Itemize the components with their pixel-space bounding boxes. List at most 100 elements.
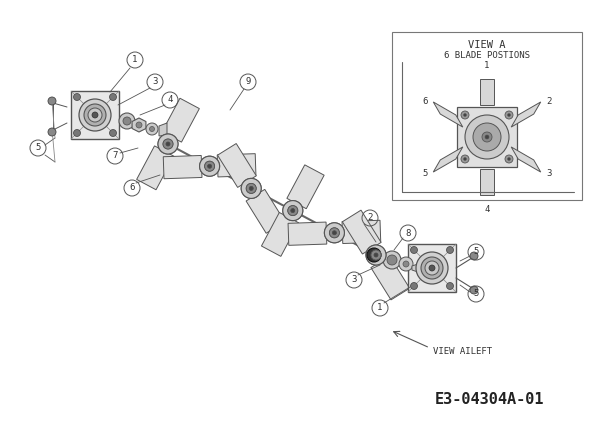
Circle shape — [119, 113, 135, 129]
Circle shape — [461, 111, 469, 119]
Circle shape — [246, 184, 256, 193]
Polygon shape — [343, 210, 381, 254]
Circle shape — [470, 252, 478, 260]
Text: 2: 2 — [367, 214, 373, 223]
Circle shape — [249, 187, 253, 190]
Circle shape — [425, 261, 439, 275]
Polygon shape — [137, 146, 174, 190]
Circle shape — [508, 157, 511, 161]
Circle shape — [291, 209, 295, 212]
Circle shape — [158, 134, 178, 154]
Text: 4: 4 — [484, 204, 490, 214]
Circle shape — [205, 161, 215, 171]
Circle shape — [166, 142, 170, 146]
Text: VIEW AILEFT: VIEW AILEFT — [433, 348, 492, 357]
Circle shape — [283, 201, 303, 220]
Circle shape — [241, 179, 261, 198]
Bar — [457, 107, 517, 167]
Text: VIEW A: VIEW A — [468, 40, 506, 50]
Circle shape — [464, 114, 467, 117]
Polygon shape — [246, 190, 285, 233]
Text: 6 BLADE POSTIONS: 6 BLADE POSTIONS — [444, 51, 530, 61]
Text: 4: 4 — [167, 95, 173, 104]
Text: 7: 7 — [112, 151, 118, 161]
Circle shape — [249, 187, 253, 190]
Polygon shape — [217, 153, 256, 177]
Circle shape — [84, 104, 106, 126]
Polygon shape — [511, 102, 541, 127]
Circle shape — [325, 223, 344, 243]
Polygon shape — [287, 165, 324, 209]
Polygon shape — [433, 147, 463, 172]
Circle shape — [288, 206, 298, 215]
Polygon shape — [342, 220, 381, 243]
Circle shape — [291, 209, 295, 212]
Circle shape — [283, 201, 303, 220]
Polygon shape — [159, 123, 167, 136]
Circle shape — [163, 139, 173, 149]
Circle shape — [508, 114, 511, 117]
Text: 1: 1 — [377, 304, 383, 312]
Circle shape — [485, 135, 489, 139]
Polygon shape — [480, 169, 494, 195]
Circle shape — [374, 253, 378, 257]
Circle shape — [371, 250, 381, 260]
Circle shape — [110, 94, 116, 100]
Circle shape — [332, 231, 337, 235]
Circle shape — [367, 248, 381, 262]
Circle shape — [399, 257, 413, 271]
Circle shape — [473, 123, 501, 151]
Bar — [392, 32, 582, 200]
Circle shape — [48, 97, 56, 105]
Text: 5: 5 — [473, 290, 479, 298]
Polygon shape — [71, 91, 119, 139]
Text: 2: 2 — [547, 97, 552, 106]
Circle shape — [205, 161, 215, 171]
Circle shape — [110, 129, 116, 137]
Circle shape — [383, 251, 401, 269]
Polygon shape — [218, 144, 256, 187]
Circle shape — [123, 117, 131, 125]
Circle shape — [410, 246, 418, 254]
Circle shape — [329, 228, 340, 238]
Circle shape — [505, 155, 513, 163]
Circle shape — [163, 139, 173, 149]
Circle shape — [387, 255, 397, 265]
Polygon shape — [511, 147, 541, 172]
Circle shape — [74, 94, 80, 100]
Polygon shape — [132, 118, 146, 132]
Circle shape — [288, 206, 298, 215]
Text: 3: 3 — [352, 276, 356, 285]
Polygon shape — [412, 264, 424, 272]
Circle shape — [482, 132, 492, 142]
Circle shape — [79, 99, 111, 131]
Text: 9: 9 — [245, 78, 251, 86]
Circle shape — [325, 223, 344, 243]
Circle shape — [48, 128, 56, 136]
Circle shape — [92, 112, 98, 118]
Text: 5: 5 — [35, 143, 41, 153]
Circle shape — [446, 246, 454, 254]
Circle shape — [465, 115, 509, 159]
Text: 5: 5 — [422, 168, 427, 178]
Circle shape — [374, 253, 378, 257]
Circle shape — [208, 164, 212, 168]
Circle shape — [446, 282, 454, 290]
Circle shape — [416, 252, 448, 284]
Text: 8: 8 — [406, 229, 410, 237]
Polygon shape — [408, 244, 456, 292]
Text: 1: 1 — [484, 61, 490, 70]
Circle shape — [329, 228, 340, 238]
Circle shape — [149, 126, 155, 131]
Polygon shape — [163, 156, 202, 179]
Circle shape — [166, 142, 170, 146]
Circle shape — [505, 111, 513, 119]
Text: 6: 6 — [422, 97, 427, 106]
Circle shape — [429, 265, 435, 271]
Circle shape — [146, 123, 158, 135]
Circle shape — [464, 157, 467, 161]
Circle shape — [410, 282, 418, 290]
Circle shape — [158, 134, 178, 154]
Circle shape — [208, 164, 212, 168]
Polygon shape — [371, 256, 410, 300]
